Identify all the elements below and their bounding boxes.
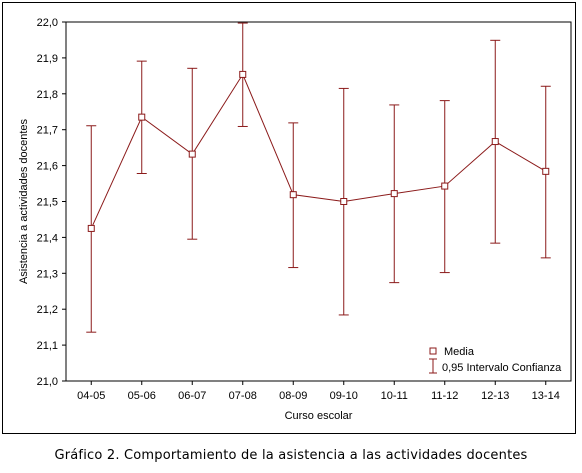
data-point <box>390 190 398 198</box>
chart-frame: 21,0 21,1 21,2 21,3 21,4 21,5 21,6 21,7 21,8 21,9… <box>2 2 576 434</box>
y-tick-label: 21,7 <box>37 125 58 137</box>
series-media <box>90 73 547 229</box>
data-point <box>491 138 499 146</box>
x-tick-label: 05-06 <box>128 390 156 402</box>
data-point <box>239 70 247 78</box>
series-line-media <box>90 73 547 229</box>
x-tick-label: 06-07 <box>178 390 206 402</box>
y-tick-label: 21,6 <box>37 161 58 173</box>
tick-labels: 21,0 21,1 21,2 21,3 21,4 21,5 21,6 21,7 21,8 21,9… <box>37 17 560 402</box>
data-point <box>441 182 449 190</box>
y-tick-label: 21,8 <box>37 89 58 101</box>
y-tick-label: 21,3 <box>37 268 58 280</box>
legend-label-media: Media <box>444 346 475 358</box>
data-point <box>340 198 348 205</box>
x-tick-label: 10-11 <box>381 390 408 402</box>
y-axis-title: Asistencia a actividades docentes <box>18 118 30 284</box>
figure-caption: Gráfico 2. Comportamiento de la asistenc… <box>54 448 528 463</box>
line-chart: 21,0 21,1 21,2 21,3 21,4 21,5 21,6 21,7 21,8 21,9… <box>18 17 572 422</box>
data-point <box>87 224 95 232</box>
data-point <box>289 191 297 199</box>
data-point <box>188 150 196 158</box>
legend-label-ci: 0,95 Intervalo Confianza <box>442 362 562 374</box>
y-tick-label: 21,1 <box>37 340 58 352</box>
x-tick-label: 08-09 <box>279 390 307 402</box>
x-tick-label: 09-10 <box>330 390 358 402</box>
data-point <box>138 113 146 121</box>
x-tick-label: 13-14 <box>532 390 560 402</box>
x-tick-label: 11-12 <box>431 390 458 402</box>
legend-marker-media <box>429 347 437 355</box>
x-tick-label: 07-08 <box>229 390 257 402</box>
y-tick-label: 21,2 <box>37 304 58 316</box>
y-tick-label: 21,5 <box>37 197 58 209</box>
y-tick-label: 21,4 <box>37 232 58 244</box>
y-tick-label: 22,0 <box>37 17 58 29</box>
error-bars <box>86 22 551 333</box>
axes <box>62 21 572 385</box>
data-points <box>87 70 550 232</box>
data-point <box>542 167 550 175</box>
x-tick-label: 04-05 <box>77 390 105 402</box>
x-axis-title: Curso escolar <box>285 410 353 422</box>
x-tick-label: 12-13 <box>481 390 509 402</box>
legend: Media 0,95 Intervalo Confianza <box>429 346 562 374</box>
y-tick-label: 21,0 <box>37 376 58 388</box>
y-tick-label: 21,9 <box>37 53 58 65</box>
